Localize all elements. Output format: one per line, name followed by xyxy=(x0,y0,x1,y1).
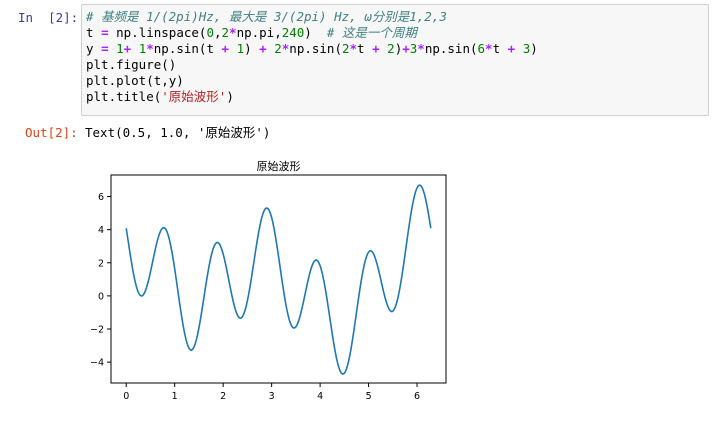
code-token: ) xyxy=(226,89,234,105)
x-tick-label: 3 xyxy=(269,391,275,402)
code-token: 2 xyxy=(274,41,282,57)
code-input-area[interactable]: # 基频是 1/(2pi)Hz, 最大是 3/(2pi) Hz, ω分别是1,2… xyxy=(81,4,709,116)
code-token: np.sin(t xyxy=(153,41,222,57)
code-token: + xyxy=(372,41,380,57)
code-token xyxy=(515,41,523,56)
x-tick-label: 2 xyxy=(220,391,226,402)
code-token: 2 xyxy=(341,41,350,57)
y-tick-label: 2 xyxy=(98,258,104,269)
output-text: Text(0.5, 1.0, '原始波形') xyxy=(85,125,271,140)
code-token: '原始波形' xyxy=(161,89,227,105)
code-token: plt.figure() xyxy=(86,57,177,73)
code-line: # 基频是 1/(2pi)Hz, 最大是 3/(2pi) Hz, ω分别是1,2… xyxy=(86,9,538,25)
y-tick-label: 0 xyxy=(98,291,104,302)
output-prompt: Out[2]: xyxy=(25,125,78,140)
x-tick-label: 0 xyxy=(123,391,129,402)
code-token: 3 xyxy=(409,41,418,57)
code-token: + xyxy=(123,41,132,57)
code-token: # 基频是 1/(2pi)Hz, 最大是 3/(2pi) Hz, ω分别是1,2… xyxy=(86,9,447,24)
code-token: * xyxy=(229,25,237,41)
x-tick-label: 4 xyxy=(317,391,323,402)
code-line: y = 1+ 1*np.sin(t + 1) + 2*np.sin(2*t + … xyxy=(86,41,538,57)
code-token: * xyxy=(349,41,358,57)
code-token: 0 xyxy=(206,25,214,41)
code-token: t xyxy=(86,25,102,41)
code-token: + xyxy=(221,41,230,57)
code-token: np.linspace( xyxy=(108,25,207,41)
input-prompt: In [2]: xyxy=(18,10,79,25)
code-token: + xyxy=(402,41,410,57)
code-token: t xyxy=(492,41,508,57)
code-token: # 这是一个周期 xyxy=(326,25,417,41)
code-token: 2 xyxy=(387,41,395,57)
code-token: , xyxy=(213,25,222,41)
code-token: ) xyxy=(394,41,403,57)
y-tick-label: 6 xyxy=(98,192,104,203)
code-line: plt.figure() xyxy=(86,57,538,73)
code-token xyxy=(229,41,237,56)
y-tick-label: −4 xyxy=(90,358,104,369)
code-line: plt.plot(t,y) xyxy=(86,73,538,89)
plot-frame xyxy=(110,174,447,384)
code-token: 240 xyxy=(281,25,305,41)
code-line: t = np.linspace(0,2*np.pi,240) # 这是一个周期 xyxy=(86,25,538,41)
code-token: 3 xyxy=(522,41,531,57)
chart-title: 原始波形 xyxy=(257,159,301,173)
code-token: ) xyxy=(244,41,260,57)
code-line: plt.title('原始波形') xyxy=(86,89,538,105)
code-token: ) xyxy=(304,25,327,41)
code-token: plt.title( xyxy=(86,89,162,105)
code-token: y xyxy=(86,41,102,57)
code-token: np.sin( xyxy=(424,41,478,57)
y-tick-label: −2 xyxy=(90,325,104,336)
code-token: 1 xyxy=(138,41,147,57)
code-token: * xyxy=(485,41,493,57)
waveform-line xyxy=(125,184,432,376)
code-token: = xyxy=(101,41,109,57)
line-chart: 原始波形 0 1 2 3 4 5 6 −4 −2 0 2 4 6 xyxy=(90,159,447,402)
code-token: 1 xyxy=(116,41,124,57)
code-token xyxy=(109,41,117,56)
x-tick-label: 1 xyxy=(172,391,178,402)
x-tick-label: 6 xyxy=(414,391,420,402)
code-token: np.sin( xyxy=(289,41,342,57)
code-token: 1 xyxy=(236,41,245,57)
code-token: + xyxy=(507,41,516,57)
y-tick-label: 4 xyxy=(98,225,104,236)
code-token: np.pi, xyxy=(236,25,282,41)
code-token: * xyxy=(281,41,290,57)
code-editor[interactable]: # 基频是 1/(2pi)Hz, 最大是 3/(2pi) Hz, ω分别是1,2… xyxy=(86,9,538,106)
code-token: t xyxy=(357,41,373,57)
code-token: ) xyxy=(530,41,538,57)
code-token: * xyxy=(417,41,425,57)
code-token: + xyxy=(259,41,267,57)
code-token: 6 xyxy=(477,41,486,57)
code-token: = xyxy=(101,25,109,41)
code-token: plt.plot(t,y) xyxy=(86,73,184,89)
x-tick-label: 5 xyxy=(366,391,372,402)
code-token: * xyxy=(146,41,154,57)
code-token xyxy=(131,41,139,56)
code-token: 2 xyxy=(221,25,230,41)
